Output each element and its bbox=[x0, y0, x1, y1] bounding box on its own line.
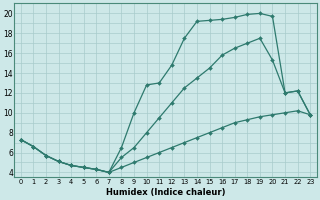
X-axis label: Humidex (Indice chaleur): Humidex (Indice chaleur) bbox=[106, 188, 225, 197]
